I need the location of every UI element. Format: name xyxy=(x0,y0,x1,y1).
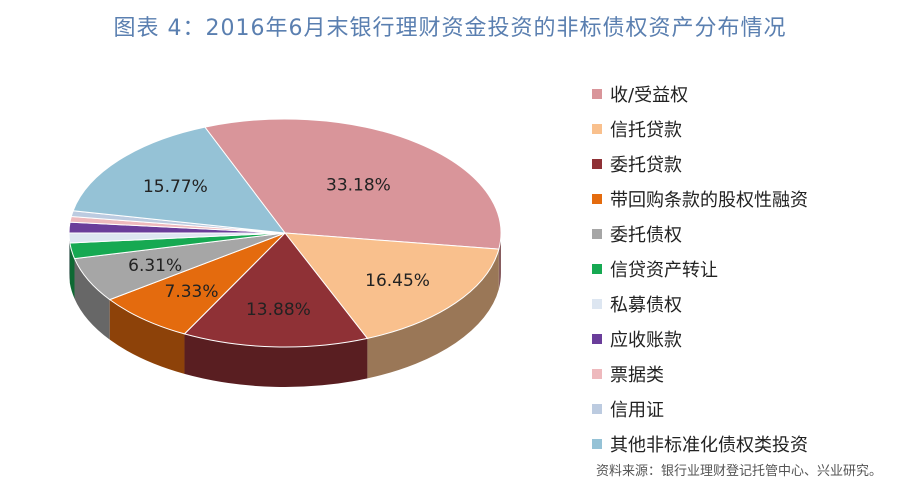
legend-swatch xyxy=(592,298,602,309)
legend-item: 带回购条款的股权性融资 xyxy=(592,181,808,216)
legend-item: 委托债权 xyxy=(592,216,808,251)
legend-item: 私募债权 xyxy=(592,286,808,321)
legend-swatch xyxy=(592,403,602,414)
legend-label: 信托贷款 xyxy=(610,119,682,141)
legend-item: 票据类 xyxy=(592,356,808,391)
pie-slice-side xyxy=(184,333,368,388)
pie-slice-side xyxy=(367,249,499,379)
legend-label: 私募债权 xyxy=(610,294,682,316)
legend-label: 带回购条款的股权性融资 xyxy=(610,189,808,211)
pie-slice-side xyxy=(74,258,110,340)
legend-swatch xyxy=(592,333,602,344)
slice-value-label: 15.77% xyxy=(143,177,208,197)
chart-title: 图表 4：2016年6月末银行理财资金投资的非标债权资产分布情况 xyxy=(113,16,787,41)
pie-slice-side xyxy=(69,233,70,283)
pie-slice xyxy=(283,232,500,339)
legend-item: 收/受益权 xyxy=(592,76,808,111)
pie-slice xyxy=(183,232,369,348)
legend-label: 应收账款 xyxy=(610,329,682,351)
source-note: 资料来源：银行业理财登记托管中心、兴业研究。 xyxy=(595,464,882,479)
legend-label: 其他非标准化债权类投资 xyxy=(610,434,808,456)
pie-slice xyxy=(204,118,502,250)
legend-label: 收/受益权 xyxy=(610,84,689,106)
legend-swatch xyxy=(592,228,602,239)
pie-slice xyxy=(108,232,286,335)
legend-label: 信贷资产转让 xyxy=(610,259,718,281)
legend-swatch xyxy=(592,123,602,134)
pie-slice xyxy=(72,126,287,234)
legend-swatch xyxy=(592,438,602,449)
legend-label: 信用证 xyxy=(610,399,664,421)
legend-item: 信贷资产转让 xyxy=(592,251,808,286)
legend-item: 信托贷款 xyxy=(592,111,808,146)
slice-value-label: 7.33% xyxy=(165,282,219,302)
legend-swatch xyxy=(592,158,602,169)
slice-value-label: 6.31% xyxy=(128,256,182,276)
legend-swatch xyxy=(592,193,602,204)
legend-item: 委托贷款 xyxy=(592,146,808,181)
legend-label: 票据类 xyxy=(610,364,664,386)
pie-slice-side xyxy=(109,299,185,374)
slice-value-label: 33.18% xyxy=(326,176,391,196)
legend-item: 应收账款 xyxy=(592,321,808,356)
legend-item: 信用证 xyxy=(592,391,808,426)
legend-swatch xyxy=(592,263,602,274)
slice-value-label: 16.45% xyxy=(365,271,430,291)
legend-label: 委托贷款 xyxy=(610,154,682,176)
slice-value-label: 13.88% xyxy=(246,300,311,320)
legend-swatch xyxy=(592,368,602,379)
legend: 收/受益权信托贷款委托贷款带回购条款的股权性融资 委托债权信贷资产转让 私募债权应收… xyxy=(592,76,808,461)
legend-item: 其他非标准化债权类投资 xyxy=(592,426,808,461)
legend-label: 委托债权 xyxy=(610,224,682,246)
legend-swatch xyxy=(592,88,602,99)
